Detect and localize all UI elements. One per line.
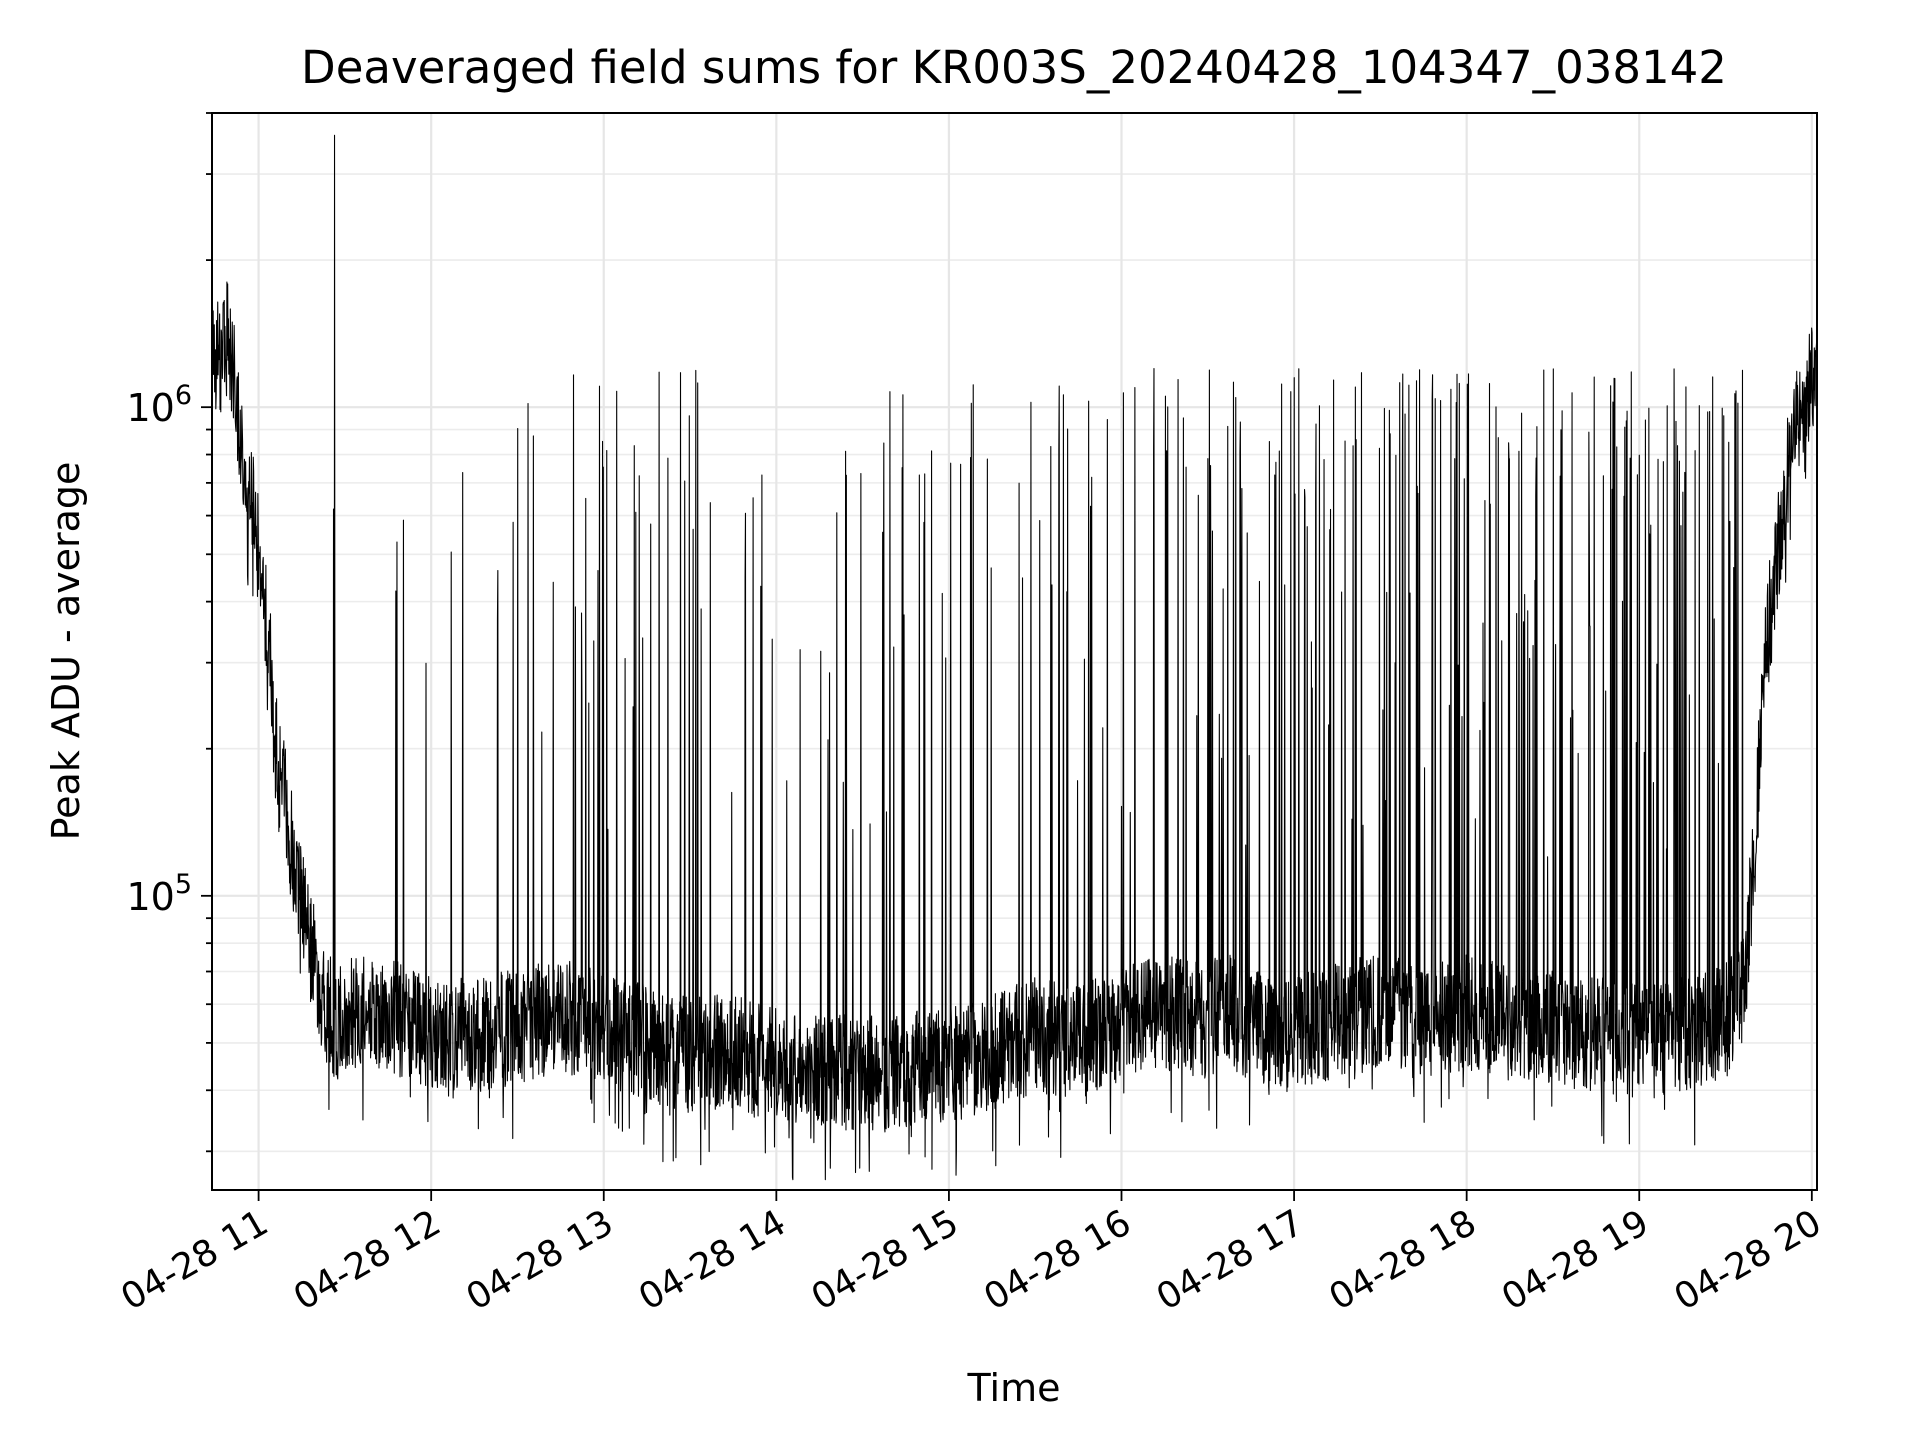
y-tick-label: 105 [126, 869, 192, 919]
chart-title: Deaveraged field sums for KR003S_2024042… [301, 41, 1727, 94]
plot-frame [211, 112, 1818, 1191]
series-layer [211, 134, 1818, 1181]
y-axis-label: Peak ADU - average [44, 462, 88, 841]
x-axis-label: Time [967, 1366, 1061, 1410]
y-tick-label: 106 [126, 380, 192, 430]
series-line [211, 134, 1818, 1181]
